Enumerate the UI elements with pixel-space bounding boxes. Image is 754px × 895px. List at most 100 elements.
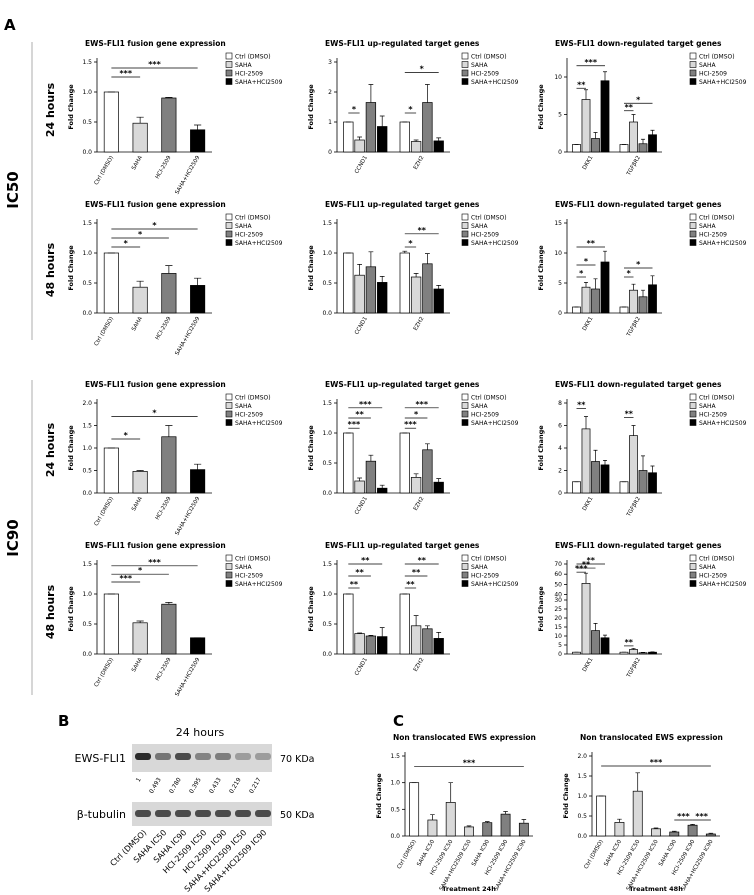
significance-label: **: [355, 568, 364, 577]
significance-label: **: [418, 226, 427, 235]
legend-swatch: [225, 52, 233, 60]
bar: [629, 649, 638, 655]
y-tick-label: 0: [558, 490, 562, 497]
y-tick-label: 0.0: [82, 490, 92, 497]
y-tick-label: 30: [554, 597, 562, 604]
x-tick-label: Ctrl (DMSO): [94, 316, 116, 347]
x-tick-label: DKK1: [582, 657, 595, 673]
legend-label: Ctrl (DMSO): [235, 556, 271, 563]
y-tick-label: 0.0: [322, 310, 332, 317]
bar: [591, 288, 600, 314]
row-label: IC50: [4, 171, 22, 208]
blot-band: [235, 753, 251, 760]
y-tick-label: 1.0: [322, 430, 332, 437]
error-bar: [379, 115, 385, 127]
legend-label: SAHA+HCI2509: [471, 420, 519, 427]
blot-band: [255, 810, 271, 817]
bar: [354, 633, 365, 655]
significance-label: *: [138, 230, 143, 239]
bar: [190, 637, 206, 655]
bar: [518, 822, 529, 837]
legend-label: SAHA+HCI2509: [471, 79, 519, 86]
bar: [648, 134, 657, 153]
legend-label: SAHA+HCI2509: [699, 240, 747, 247]
y-tick-label: 0.0: [577, 833, 587, 840]
legend-label: Ctrl (DMSO): [235, 54, 271, 61]
bar: [433, 140, 444, 153]
significance-label: *: [152, 409, 157, 418]
error-bar: [672, 830, 677, 832]
bar: [399, 121, 410, 153]
bar: [651, 828, 661, 837]
bar: [410, 141, 422, 153]
legend-swatch: [225, 580, 233, 587]
bar: [365, 635, 377, 655]
significance-label: **: [625, 410, 634, 419]
bar: [161, 436, 177, 494]
bar: [343, 432, 354, 494]
legend-label: HCI-2509: [235, 412, 263, 419]
significance-label: *: [420, 65, 425, 74]
significance-label: *: [152, 221, 157, 230]
legend-swatch: [461, 563, 469, 570]
bar: [343, 593, 354, 655]
bar: [365, 102, 377, 153]
bar: [687, 824, 698, 837]
bar: [399, 432, 410, 494]
blot-quantification: 0.219: [228, 776, 243, 795]
y-axis-label: Fold Change: [307, 245, 315, 291]
significance-label: **: [355, 410, 364, 419]
significance-label: **: [577, 80, 586, 89]
legend-swatch: [689, 69, 697, 77]
error-bar: [436, 137, 442, 141]
legend-swatch: [689, 239, 697, 246]
legend-swatch: [689, 61, 697, 68]
legend-label: SAHA: [699, 62, 717, 69]
error-bar: [583, 572, 589, 584]
y-axis-label: Fold Change: [537, 586, 545, 632]
bar: [103, 447, 119, 494]
legend-label: SAHA+HCI2509: [235, 581, 283, 588]
legend-label: SAHA: [471, 223, 489, 230]
error-bar: [413, 139, 419, 142]
significance-label: ***: [359, 400, 372, 409]
bar: [354, 274, 365, 314]
legend-label: SAHA+HCI2509: [699, 581, 747, 588]
bar: [581, 99, 591, 153]
y-tick-label: 15: [554, 220, 562, 227]
panel-label: B: [58, 712, 69, 730]
bar: [638, 470, 648, 494]
error-bar: [379, 484, 385, 489]
blot-band: [155, 753, 171, 760]
error-bar: [448, 782, 453, 803]
legend-label: SAHA: [699, 223, 717, 230]
legend-label: SAHA+HCI2509: [699, 79, 747, 86]
y-tick-label: 25: [554, 606, 562, 613]
legend-label: SAHA+HCI2509: [699, 420, 747, 427]
y-tick-label: 2.0: [82, 400, 92, 407]
y-axis-label: Fold Change: [537, 425, 545, 471]
legend-label: Ctrl (DMSO): [235, 215, 271, 222]
x-axis-label: Treatment 48h: [629, 885, 683, 893]
error-bar: [503, 811, 508, 815]
blot-title: 24 hours: [176, 726, 225, 739]
blot-band: [255, 753, 271, 760]
bar: [354, 480, 365, 494]
legend-label: Ctrl (DMSO): [471, 54, 507, 61]
x-tick-label: SAHA+HCI2509: [174, 316, 201, 357]
bar: [572, 144, 581, 153]
blot-quantification: 0.780: [168, 776, 183, 795]
legend-swatch: [225, 239, 233, 246]
blot-quantification: 0.493: [148, 776, 163, 795]
x-tick-label: CCND1: [354, 496, 369, 516]
y-tick-label: 20: [554, 615, 562, 622]
chart-title: EWS-FLI1 fusion gene expression: [85, 380, 226, 389]
bar: [365, 460, 377, 494]
bar: [422, 449, 433, 494]
error-bar: [466, 825, 472, 827]
y-tick-label: 1.0: [577, 793, 587, 800]
error-bar: [136, 620, 144, 623]
blot-band: [235, 810, 251, 817]
x-tick-label: SAHA IC90: [658, 839, 678, 868]
legend-swatch: [689, 554, 697, 562]
